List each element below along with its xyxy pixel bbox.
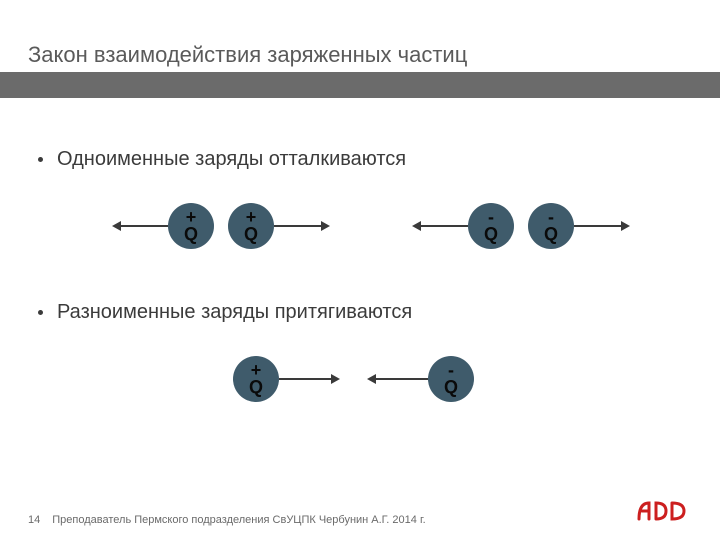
slide-title: Закон взаимодействия заряженных частиц bbox=[28, 42, 467, 68]
charge-letter: Q bbox=[249, 379, 263, 396]
bullet-repel: Одноименные заряды отталкиваются bbox=[28, 148, 692, 171]
footer-text: Преподаватель Пермского подразделения Св… bbox=[52, 514, 425, 526]
arrow-left-icon bbox=[368, 378, 428, 380]
charge-letter: Q bbox=[484, 226, 498, 243]
title-stripe bbox=[0, 72, 720, 98]
charge-pos: + Q bbox=[228, 203, 274, 249]
diagram-attract: + Q - Q bbox=[28, 344, 692, 414]
charge-letter: Q bbox=[244, 226, 258, 243]
footer: 14 Преподаватель Пермского подразделения… bbox=[0, 514, 720, 526]
charge-letter: Q bbox=[184, 226, 198, 243]
charge-pos: + Q bbox=[233, 356, 279, 402]
charge-letter: Q bbox=[544, 226, 558, 243]
rzd-logo bbox=[636, 497, 692, 530]
bullet-repel-text: Одноименные заряды отталкиваются bbox=[57, 148, 406, 171]
content-area: Одноименные заряды отталкиваются + Q + Q… bbox=[28, 120, 692, 414]
charge-letter: Q bbox=[444, 379, 458, 396]
diagram-repel: + Q + Q - Q - Q bbox=[28, 191, 692, 261]
arrow-right-icon bbox=[279, 378, 339, 380]
page-number: 14 bbox=[28, 514, 40, 526]
bullet-dot-icon bbox=[38, 310, 43, 315]
bullet-attract: Разноименные заряды притягиваются bbox=[28, 301, 692, 324]
arrow-left-icon bbox=[113, 225, 168, 227]
bullet-attract-text: Разноименные заряды притягиваются bbox=[57, 301, 412, 324]
arrow-left-icon bbox=[413, 225, 468, 227]
arrow-right-icon bbox=[574, 225, 629, 227]
charge-neg: - Q bbox=[468, 203, 514, 249]
charge-pos: + Q bbox=[168, 203, 214, 249]
arrow-right-icon bbox=[274, 225, 329, 227]
bullet-dot-icon bbox=[38, 157, 43, 162]
charge-neg: - Q bbox=[528, 203, 574, 249]
charge-neg: - Q bbox=[428, 356, 474, 402]
